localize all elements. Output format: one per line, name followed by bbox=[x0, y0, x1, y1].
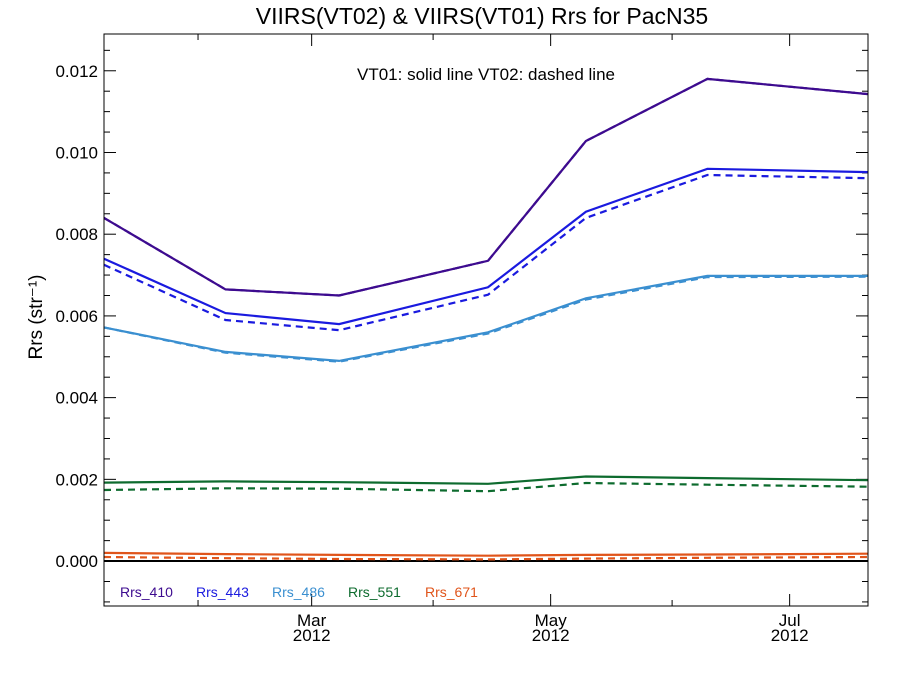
y-tick-label: 0.010 bbox=[55, 143, 98, 162]
y-tick-label: 0.004 bbox=[55, 389, 98, 408]
line-style-note: VT01: solid line VT02: dashed line bbox=[357, 65, 615, 84]
series-line-vt01-rrs-410 bbox=[103, 77, 869, 297]
legend-label-rrs-410: Rrs_410 bbox=[120, 584, 173, 600]
legend-label-rrs-551: Rrs_551 bbox=[348, 584, 401, 600]
chart-title: VIIRS(VT02) & VIIRS(VT01) Rrs for PacN35 bbox=[256, 3, 708, 29]
x-tick-label-month: Mar bbox=[297, 611, 327, 630]
y-tick-label: 0.006 bbox=[55, 307, 98, 326]
plot-frame bbox=[103, 33, 869, 607]
series-line-vt01-rrs-443 bbox=[103, 167, 869, 326]
series-line-vt01-rrs-551 bbox=[103, 475, 869, 485]
x-tick-label-year: 2012 bbox=[771, 626, 809, 645]
x-tick-label-month: Jul bbox=[779, 611, 801, 630]
series-line-vt01-rrs-486 bbox=[103, 274, 868, 363]
series-line-vt01-rrs-671 bbox=[103, 551, 869, 557]
series-line-vt02-rrs-671 bbox=[103, 555, 869, 561]
series-line-vt02-rrs-486 bbox=[103, 275, 869, 363]
series-line-vt02-rrs-443 bbox=[103, 173, 869, 332]
y-tick-label: 0.008 bbox=[55, 225, 98, 244]
series-line-vt02-rrs-410 bbox=[103, 77, 869, 297]
plot-marks: 0.0000.0020.0040.0060.0080.0100.012Mar20… bbox=[55, 34, 869, 645]
series-line-vt02-rrs-551 bbox=[103, 481, 869, 493]
legend-label-rrs-486: Rrs_486 bbox=[272, 584, 325, 600]
y-axis-label: Rrs (str⁻¹) bbox=[26, 275, 47, 360]
x-tick-label-month: May bbox=[535, 611, 568, 630]
legend-label-rrs-443: Rrs_443 bbox=[196, 584, 249, 600]
y-tick-label: 0.000 bbox=[55, 552, 98, 571]
y-tick-label: 0.012 bbox=[55, 62, 98, 81]
x-tick-label-year: 2012 bbox=[293, 626, 331, 645]
x-tick-label-year: 2012 bbox=[532, 626, 570, 645]
legend-label-rrs-671: Rrs_671 bbox=[425, 584, 478, 600]
y-tick-label: 0.002 bbox=[55, 470, 98, 489]
